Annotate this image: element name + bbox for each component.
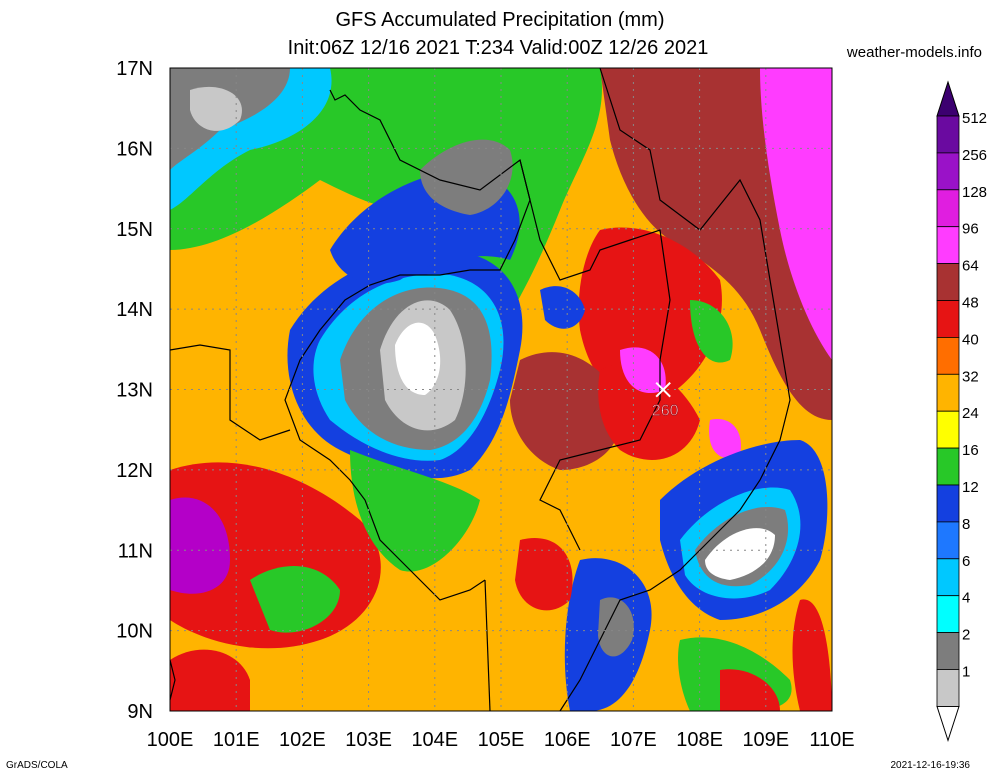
lon-tick-label: 101E [213,729,260,751]
legend-level-label: 4 [962,590,970,607]
legend-bottom-arrow [936,705,960,743]
legend-swatch [936,410,960,449]
lat-tick-label: 9N [127,701,153,723]
lat-tick-label: 16N [116,138,153,160]
lon-tick-label: 105E [478,729,525,751]
legend-swatch [936,152,960,191]
precip-field [170,68,832,711]
legend-level-label: 128 [962,184,987,201]
legend-swatch [936,632,960,670]
legend-level-label: 6 [962,553,970,570]
legend-level-label: 96 [962,221,979,238]
lat-tick-label: 12N [116,460,153,482]
legend-swatch [936,336,960,375]
legend-level-label: 1 [962,664,970,681]
legend-swatch [936,484,960,523]
legend-swatch [936,300,960,338]
legend-swatch [936,447,960,486]
legend-level-label: 16 [962,442,979,459]
legend-swatch [936,373,960,412]
lat-tick-label: 11N [118,540,153,562]
legend-level-label: 64 [962,258,979,275]
legend-level-label: 2 [962,627,970,644]
software-credit: GrADS/COLA [6,760,68,771]
legend-swatch [936,226,960,264]
legend-level-label: 256 [962,147,987,164]
legend-level-label: 24 [962,405,979,422]
legend-level-label: 32 [962,368,979,385]
legend-swatch [936,558,960,597]
map-grid [170,68,832,711]
lat-tick-label: 15N [116,219,153,241]
lon-tick-label: 110E [809,729,854,751]
render-timestamp: 2021-12-16-19:36 [890,760,970,771]
legend-swatch [936,669,960,707]
max-precip-marker: 260 [651,381,679,420]
legend-level-label: 48 [962,295,979,312]
legend-level-label: 12 [962,479,979,496]
legend-swatch [936,595,960,634]
legend-top-arrow [936,80,960,117]
site-label: weather-models.info [846,44,982,61]
lon-tick-label: 106E [544,729,591,751]
legend-swatch [936,263,960,301]
max-precip-label: 260 [652,403,679,420]
lat-tick-label: 17N [116,58,153,80]
lat-tick-label: 13N [116,380,153,402]
plot-frame [169,67,833,712]
lon-tick-label: 103E [345,729,392,751]
chart-subtitle: Init:06Z 12/16 2021 T:234 Valid:00Z 12/2… [287,37,709,59]
lat-tick-label: 14N [116,299,153,321]
lon-tick-label: 100E [147,729,194,751]
longitude-ticks: 100E 101E 102E 103E 104E 105E 106E 107E 108E 109E… [147,729,855,751]
latitude-ticks: 17N 16N 15N 14N 13N 12N 11N 10N 9N [116,58,153,723]
lat-tick-label: 10N [116,621,153,643]
lon-tick-label: 104E [411,729,458,751]
lon-tick-label: 107E [610,729,657,751]
legend-level-label: 512 [962,110,987,127]
legend-level-label: 8 [962,516,970,533]
legend-swatch [936,521,960,560]
lon-tick-label: 108E [676,729,723,751]
lon-tick-label: 109E [742,729,789,751]
chart-title: GFS Accumulated Precipitation (mm) [335,9,665,31]
borders [169,67,791,712]
lon-tick-label: 102E [279,729,326,751]
legend-level-label: 40 [962,331,979,348]
legend-swatch [936,115,960,154]
legend-swatch [936,189,960,228]
